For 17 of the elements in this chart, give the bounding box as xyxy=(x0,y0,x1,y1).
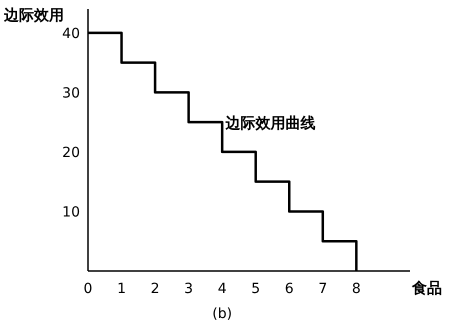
y-tick-label: 40 xyxy=(62,26,80,42)
x-tick-label: 8 xyxy=(352,281,361,297)
x-tick-label: 2 xyxy=(150,281,160,297)
y-tick-label: 10 xyxy=(62,204,80,220)
text: (b) xyxy=(212,306,232,322)
y-axis-title: 边际效用 xyxy=(3,6,64,24)
x-tick-label: 1 xyxy=(117,281,126,297)
x-axis-title: 食品 xyxy=(411,279,442,297)
annotation: 边际效用曲线 xyxy=(224,114,316,132)
x-tick-label: 4 xyxy=(218,281,227,297)
x-tick-label: 3 xyxy=(184,281,194,297)
y-tick-label: 30 xyxy=(62,85,80,102)
y-tick-label: 20 xyxy=(62,144,80,161)
x-tick-label: 7 xyxy=(318,281,328,297)
x-tick-label: 0 xyxy=(84,281,92,297)
x-tick-label: 6 xyxy=(284,281,294,297)
x-tick-label: 5 xyxy=(251,281,260,297)
